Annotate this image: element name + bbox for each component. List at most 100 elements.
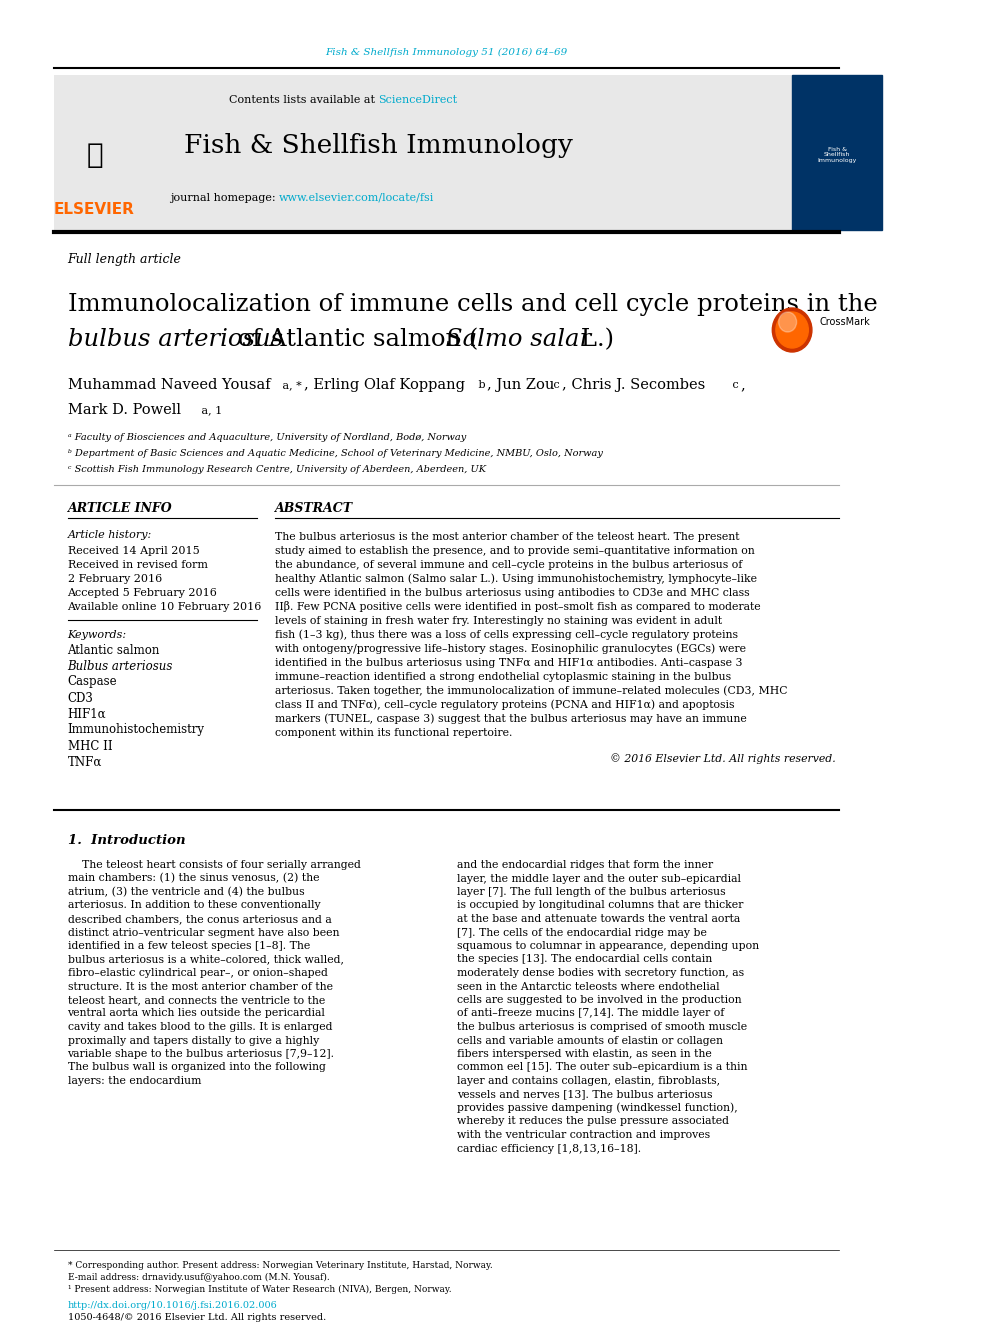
Text: Salmo salar: Salmo salar	[445, 328, 590, 352]
Text: 2 February 2016: 2 February 2016	[67, 574, 162, 583]
Text: layer, the middle layer and the outer sub–epicardial: layer, the middle layer and the outer su…	[457, 873, 741, 884]
Text: ScienceDirect: ScienceDirect	[378, 95, 457, 105]
Text: fish (1–3 kg), thus there was a loss of cells expressing cell–cycle regulatory p: fish (1–3 kg), thus there was a loss of …	[275, 630, 737, 640]
Text: Fish & Shellfish Immunology: Fish & Shellfish Immunology	[184, 132, 572, 157]
Text: cavity and takes blood to the gills. It is enlarged: cavity and takes blood to the gills. It …	[67, 1021, 332, 1032]
Text: the species [13]. The endocardial cells contain: the species [13]. The endocardial cells …	[457, 954, 712, 964]
Text: with ontogeny/progressive life–history stages. Eosinophilic granulocytes (EGCs) : with ontogeny/progressive life–history s…	[275, 644, 746, 655]
Text: 1050-4648/© 2016 Elsevier Ltd. All rights reserved.: 1050-4648/© 2016 Elsevier Ltd. All right…	[67, 1312, 325, 1322]
Text: * Corresponding author. Present address: Norwegian Veterinary Institute, Harstad: * Corresponding author. Present address:…	[67, 1261, 492, 1270]
Text: moderately dense bodies with secretory function, as: moderately dense bodies with secretory f…	[457, 968, 744, 978]
Text: cells are suggested to be involved in the production: cells are suggested to be involved in th…	[457, 995, 742, 1005]
Text: 🌿: 🌿	[86, 142, 103, 169]
Text: cells and variable amounts of elastin or collagen: cells and variable amounts of elastin or…	[457, 1036, 723, 1045]
Text: study aimed to establish the presence, and to provide semi–quantitative informat: study aimed to establish the presence, a…	[275, 546, 754, 556]
Text: Contents lists available at: Contents lists available at	[228, 95, 378, 105]
Text: ᵃ Faculty of Biosciences and Aquaculture, University of Nordland, Bodø, Norway: ᵃ Faculty of Biosciences and Aquaculture…	[67, 434, 466, 442]
Text: common eel [15]. The outer sub–epicardium is a thin: common eel [15]. The outer sub–epicardiu…	[457, 1062, 748, 1073]
Text: E-mail address: drnavidy.usuf@yahoo.com (M.N. Yousaf).: E-mail address: drnavidy.usuf@yahoo.com …	[67, 1273, 329, 1282]
Text: and the endocardial ridges that form the inner: and the endocardial ridges that form the…	[457, 860, 713, 871]
Text: healthy Atlantic salmon (Salmo salar L.). Using immunohistochemistry, lymphocyte: healthy Atlantic salmon (Salmo salar L.)…	[275, 574, 757, 585]
Text: Keywords:: Keywords:	[67, 630, 127, 640]
Text: ABSTRACT: ABSTRACT	[275, 501, 352, 515]
Text: structure. It is the most anterior chamber of the: structure. It is the most anterior chamb…	[67, 982, 332, 991]
Text: component within its functional repertoire.: component within its functional repertoi…	[275, 728, 512, 738]
Text: is occupied by longitudinal columns that are thicker: is occupied by longitudinal columns that…	[457, 901, 744, 910]
Text: of anti–freeze mucins [7,14]. The middle layer of: of anti–freeze mucins [7,14]. The middle…	[457, 1008, 724, 1019]
Text: HIF1α: HIF1α	[67, 708, 106, 721]
Text: of Atlantic salmon (: of Atlantic salmon (	[229, 328, 478, 352]
Text: identified in the bulbus arteriosus using TNFα and HIF1α antibodies. Anti–caspas: identified in the bulbus arteriosus usin…	[275, 658, 742, 668]
Text: class II and TNFα), cell–cycle regulatory proteins (PCNA and HIF1α) and apoptosi: class II and TNFα), cell–cycle regulator…	[275, 700, 734, 710]
Text: ᵇ Department of Basic Sciences and Aquatic Medicine, School of Veterinary Medici: ᵇ Department of Basic Sciences and Aquat…	[67, 450, 602, 459]
Text: The bulbus arteriosus is the most anterior chamber of the teleost heart. The pre: The bulbus arteriosus is the most anteri…	[275, 532, 739, 542]
Text: http://dx.doi.org/10.1016/j.fsi.2016.02.006: http://dx.doi.org/10.1016/j.fsi.2016.02.…	[67, 1301, 277, 1310]
Text: layer and contains collagen, elastin, fibroblasts,: layer and contains collagen, elastin, fi…	[457, 1076, 720, 1086]
Text: layer [7]. The full length of the bulbus arteriosus: layer [7]. The full length of the bulbus…	[457, 886, 726, 897]
Text: [7]. The cells of the endocardial ridge may be: [7]. The cells of the endocardial ridge …	[457, 927, 707, 938]
Text: with the ventricular contraction and improves: with the ventricular contraction and imp…	[457, 1130, 710, 1140]
Text: arteriosus. Taken together, the immunolocalization of immune–related molecules (: arteriosus. Taken together, the immunolo…	[275, 685, 787, 696]
Text: IIβ. Few PCNA positive cells were identified in post–smolt fish as compared to m: IIβ. Few PCNA positive cells were identi…	[275, 602, 760, 613]
Text: ARTICLE INFO: ARTICLE INFO	[67, 501, 173, 515]
Text: b: b	[475, 380, 486, 390]
Text: Immunohistochemistry: Immunohistochemistry	[67, 724, 204, 737]
Text: ᶜ Scottish Fish Immunology Research Centre, University of Aberdeen, Aberdeen, UK: ᶜ Scottish Fish Immunology Research Cent…	[67, 466, 485, 475]
Text: The bulbus wall is organized into the following: The bulbus wall is organized into the fo…	[67, 1062, 325, 1073]
Text: Fish &
Shellfish
Immunology: Fish & Shellfish Immunology	[817, 147, 857, 163]
Text: , Erling Olaf Koppang: , Erling Olaf Koppang	[305, 378, 465, 392]
Text: , Chris J. Secombes: , Chris J. Secombes	[561, 378, 705, 392]
Text: squamous to columnar in appearance, depending upon: squamous to columnar in appearance, depe…	[457, 941, 760, 951]
Text: the bulbus arteriosus is comprised of smooth muscle: the bulbus arteriosus is comprised of sm…	[457, 1021, 747, 1032]
Text: the abundance, of several immune and cell–cycle proteins in the bulbus arteriosu: the abundance, of several immune and cel…	[275, 560, 742, 570]
Text: a, *: a, *	[279, 380, 302, 390]
Circle shape	[776, 312, 808, 348]
Text: whereby it reduces the pulse pressure associated: whereby it reduces the pulse pressure as…	[457, 1117, 729, 1126]
Text: ventral aorta which lies outside the pericardial: ventral aorta which lies outside the per…	[67, 1008, 325, 1019]
Text: immune–reaction identified a strong endothelial cytoplasmic staining in the bulb: immune–reaction identified a strong endo…	[275, 672, 731, 681]
Text: Received in revised form: Received in revised form	[67, 560, 207, 570]
Text: arteriosus. In addition to these conventionally: arteriosus. In addition to these convent…	[67, 901, 320, 910]
Text: journal homepage:: journal homepage:	[170, 193, 279, 202]
Text: Mark D. Powell: Mark D. Powell	[67, 404, 181, 417]
Text: identified in a few teleost species [1–8]. The: identified in a few teleost species [1–8…	[67, 941, 310, 951]
Text: Muhammad Naveed Yousaf: Muhammad Naveed Yousaf	[67, 378, 270, 392]
Text: bulbus arteriosus is a white–colored, thick walled,: bulbus arteriosus is a white–colored, th…	[67, 954, 343, 964]
Text: cardiac efficiency [1,8,13,16–18].: cardiac efficiency [1,8,13,16–18].	[457, 1143, 642, 1154]
Text: levels of staining in fresh water fry. Interestingly no staining was evident in : levels of staining in fresh water fry. I…	[275, 617, 721, 626]
Text: Atlantic salmon: Atlantic salmon	[67, 643, 160, 656]
Text: CrossMark: CrossMark	[819, 318, 870, 327]
Text: fibers interspersed with elastin, as seen in the: fibers interspersed with elastin, as see…	[457, 1049, 712, 1058]
Text: described chambers, the conus arteriosus and a: described chambers, the conus arteriosus…	[67, 914, 331, 923]
Text: Immunolocalization of immune cells and cell cycle proteins in the: Immunolocalization of immune cells and c…	[67, 294, 877, 316]
Text: provides passive dampening (windkessel function),: provides passive dampening (windkessel f…	[457, 1102, 738, 1113]
Text: © 2016 Elsevier Ltd. All rights reserved.: © 2016 Elsevier Ltd. All rights reserved…	[609, 754, 835, 765]
Circle shape	[773, 308, 811, 352]
Text: atrium, (3) the ventricle and (4) the bulbus: atrium, (3) the ventricle and (4) the bu…	[67, 886, 305, 897]
Text: distinct atrio–ventricular segment have also been: distinct atrio–ventricular segment have …	[67, 927, 339, 938]
Bar	[54, 75, 792, 230]
Text: cells were identified in the bulbus arteriosus using antibodies to CD3e and MHC : cells were identified in the bulbus arte…	[275, 587, 749, 598]
Text: variable shape to the bulbus arteriosus [7,9–12].: variable shape to the bulbus arteriosus …	[67, 1049, 334, 1058]
Text: c: c	[729, 380, 739, 390]
Text: ¹ Present address: Norwegian Institute of Water Research (NIVA), Bergen, Norway.: ¹ Present address: Norwegian Institute o…	[67, 1285, 451, 1294]
Text: Article history:: Article history:	[67, 531, 152, 540]
Text: at the base and attenuate towards the ventral aorta: at the base and attenuate towards the ve…	[457, 914, 740, 923]
Text: markers (TUNEL, caspase 3) suggest that the bulbus arteriosus may have an immune: markers (TUNEL, caspase 3) suggest that …	[275, 713, 746, 724]
Text: vessels and nerves [13]. The bulbus arteriosus: vessels and nerves [13]. The bulbus arte…	[457, 1090, 713, 1099]
Text: bulbus arteriosus: bulbus arteriosus	[67, 328, 283, 352]
Text: Received 14 April 2015: Received 14 April 2015	[67, 546, 199, 556]
Text: , Jun Zou: , Jun Zou	[487, 378, 555, 392]
Bar	[792, 75, 882, 230]
Text: teleost heart, and connects the ventricle to the: teleost heart, and connects the ventricl…	[67, 995, 324, 1005]
Text: L.): L.)	[573, 328, 614, 352]
Text: c: c	[550, 380, 559, 390]
Text: a, 1: a, 1	[198, 405, 222, 415]
Text: fibro–elastic cylindrical pear–, or onion–shaped: fibro–elastic cylindrical pear–, or onio…	[67, 968, 327, 978]
Text: seen in the Antarctic teleosts where endothelial: seen in the Antarctic teleosts where end…	[457, 982, 720, 991]
Text: Full length article: Full length article	[67, 254, 182, 266]
Text: CD3: CD3	[67, 692, 93, 705]
Text: Fish & Shellfish Immunology 51 (2016) 64–69: Fish & Shellfish Immunology 51 (2016) 64…	[325, 48, 567, 57]
Text: ,: ,	[741, 378, 746, 392]
Text: 1.  Introduction: 1. Introduction	[67, 833, 186, 847]
